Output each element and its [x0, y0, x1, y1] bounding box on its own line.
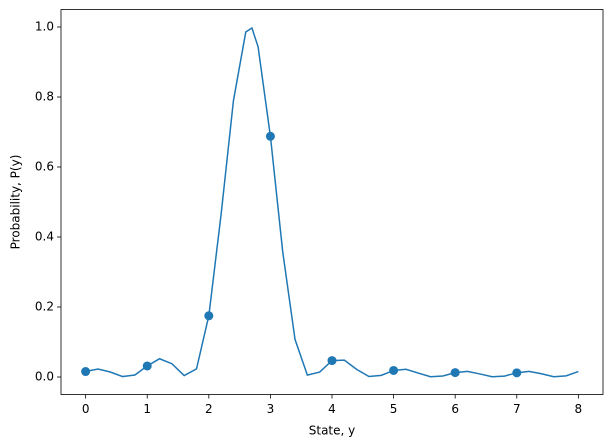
probability-curve [85, 26, 579, 378]
x-tick-label: 7 [513, 402, 521, 416]
x-tick-label: 2 [205, 402, 213, 416]
state-point [327, 356, 337, 366]
y-tick-label: 0.8 [35, 90, 54, 104]
x-tick-label: 5 [390, 402, 398, 416]
state-point [450, 368, 460, 378]
x-tick-label: 8 [575, 402, 583, 416]
state-point [389, 365, 399, 375]
y-tick-label: 1.0 [35, 20, 54, 34]
state-point [512, 368, 522, 378]
x-tick-label: 6 [451, 402, 459, 416]
x-tick-label: 3 [267, 402, 275, 416]
y-tick-label: 0.6 [35, 160, 54, 174]
y-axis-title: Probability, P(y) [9, 155, 23, 250]
x-tick-label: 1 [143, 402, 151, 416]
state-point [265, 131, 275, 141]
plot-frame [60, 9, 604, 395]
y-tick-label: 0.0 [35, 370, 54, 384]
x-tick-label: 0 [82, 402, 90, 416]
x-axis-title: State, y [309, 424, 356, 438]
y-tick-label: 0.2 [35, 300, 54, 314]
state-point [204, 311, 214, 321]
state-point [81, 367, 91, 377]
state-point [142, 361, 152, 371]
x-tick-label: 4 [328, 402, 336, 416]
y-tick-label: 0.4 [35, 230, 54, 244]
